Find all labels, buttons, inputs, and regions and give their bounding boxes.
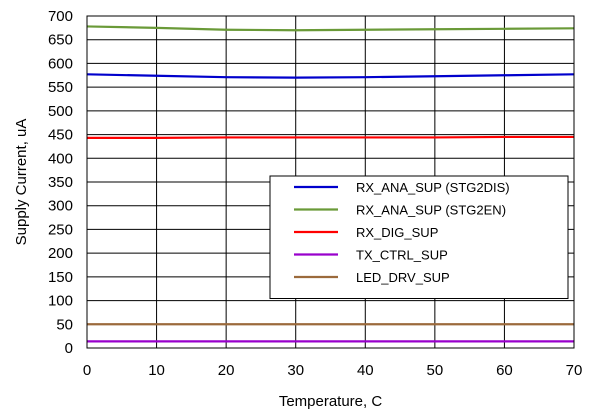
y-tick-label: 500 (48, 103, 73, 120)
y-tick-label: 250 (48, 221, 73, 238)
y-tick-label: 100 (48, 293, 73, 310)
x-tick-label: 10 (148, 362, 165, 379)
y-tick-labels: 0 50 100 150 200 250 300 350 400 450 500 550 600 650 7… (48, 8, 73, 357)
y-tick-label: 600 (48, 55, 73, 72)
x-tick-label: 40 (357, 362, 374, 379)
y-tick-label: 550 (48, 79, 73, 96)
y-tick-label: 50 (56, 316, 73, 333)
y-tick-label: 650 (48, 32, 73, 49)
legend-label: LED_DRV_SUP (356, 270, 450, 285)
x-tick-label: 0 (83, 362, 91, 379)
x-tick-label: 60 (496, 362, 513, 379)
x-tick-labels: 0 10 20 30 40 50 60 70 (83, 362, 583, 379)
legend-label: TX_CTRL_SUP (356, 248, 448, 263)
y-tick-label: 0 (65, 340, 73, 357)
y-tick-label: 700 (48, 8, 73, 25)
y-tick-label: 150 (48, 269, 73, 286)
series-line-2 (87, 137, 574, 138)
x-tick-label: 30 (287, 362, 304, 379)
y-tick-label: 350 (48, 174, 73, 191)
y-tick-label: 400 (48, 150, 73, 167)
y-tick-label: 450 (48, 127, 73, 144)
x-tick-label: 70 (566, 362, 583, 379)
x-axis-label: Temperature, C (279, 393, 383, 410)
legend-label: RX_ANA_SUP (STG2EN) (356, 203, 506, 218)
y-tick-label: 200 (48, 245, 73, 262)
series-line-1 (87, 26, 574, 30)
legend: RX_ANA_SUP (STG2DIS) RX_ANA_SUP (STG2EN) R… (270, 176, 568, 299)
x-tick-label: 50 (427, 362, 444, 379)
y-tick-label: 300 (48, 198, 73, 215)
legend-label: RX_ANA_SUP (STG2DIS) (356, 180, 510, 195)
y-axis-label: Supply Current, uA (13, 119, 30, 246)
x-tick-label: 20 (218, 362, 235, 379)
series-line-0 (87, 74, 574, 77)
legend-label: RX_DIG_SUP (356, 225, 438, 240)
